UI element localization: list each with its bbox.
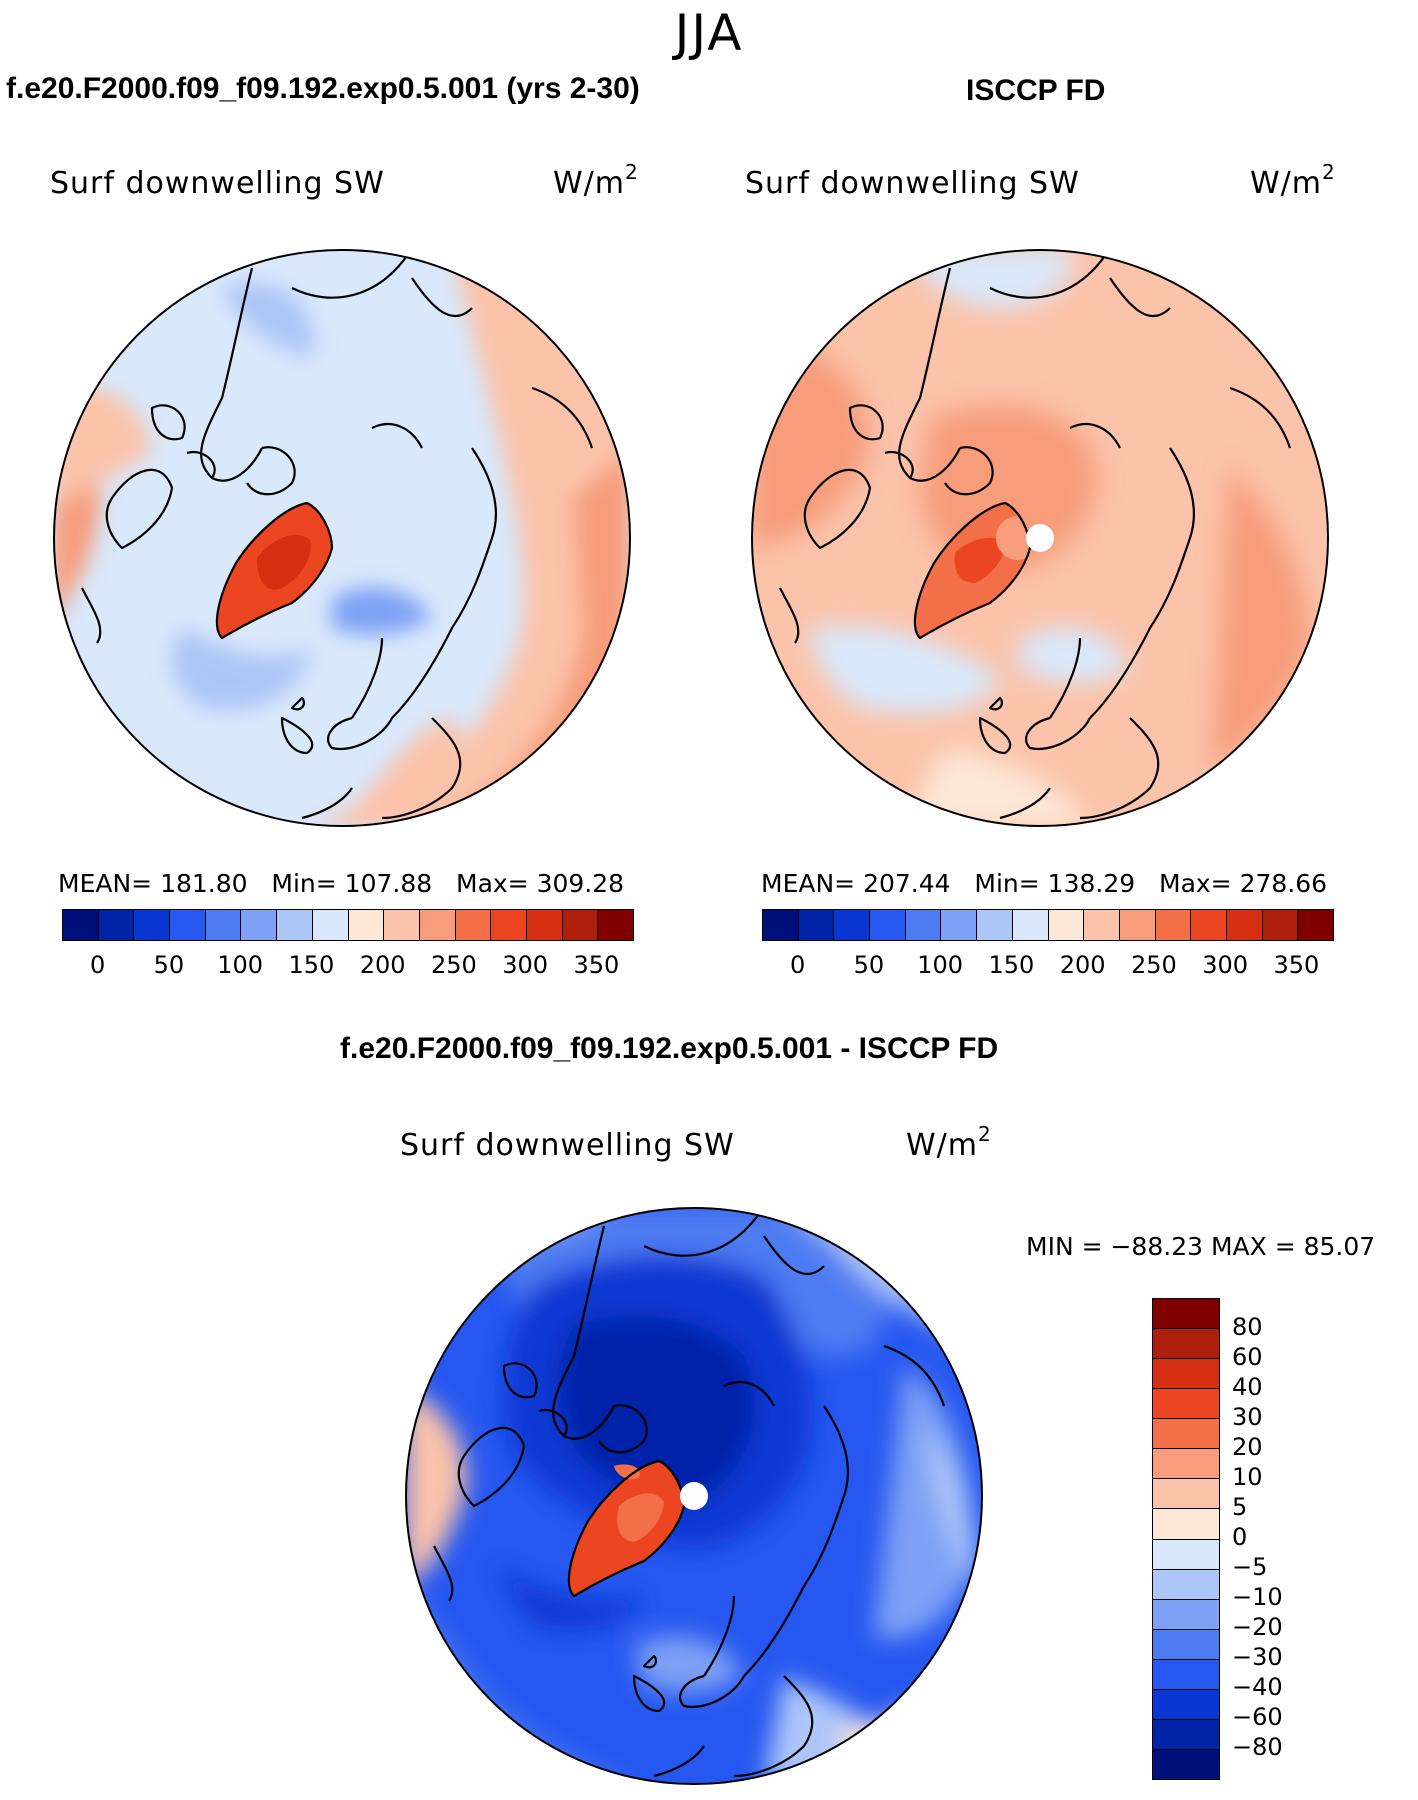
colorbar-swatch: [1153, 1509, 1219, 1540]
colorbar-swatch: [562, 910, 599, 940]
colorbar-swatch: [1153, 1719, 1219, 1750]
colorbar-swatch: [384, 910, 420, 940]
colorbar-swatch: [1153, 1689, 1219, 1720]
colorbar-tick-label: 150: [988, 951, 1035, 979]
obs-panel-title: ISCCP FD: [966, 74, 1106, 107]
colorbar-swatch: [1153, 1569, 1219, 1600]
diff-variable-label: Surf downwelling SW: [400, 1128, 735, 1163]
obs-stats: MEAN= 207.44 Min= 138.29 Max= 278.66: [761, 869, 1328, 898]
colorbar-swatch: [1226, 910, 1263, 940]
colorbar-swatch: [419, 910, 456, 940]
colorbar-swatch: [1155, 910, 1192, 940]
colorbar-swatch: [277, 910, 313, 940]
colorbar-tick-label: 10: [1232, 1463, 1263, 1491]
colorbar-tick-label: 50: [153, 951, 185, 979]
colorbar-tick-label: 0: [89, 951, 106, 979]
colorbar-swatch: [1153, 1599, 1219, 1630]
colorbar-tick-label: 300: [502, 951, 549, 979]
colorbar-swatch: [1153, 1329, 1219, 1360]
obs-colorbar: [762, 909, 1334, 941]
colorbar-swatch: [170, 910, 206, 940]
diff-polar-map: [405, 1207, 983, 1785]
colorbar-tick-label: 350: [573, 951, 620, 979]
colorbar-tick-label: 100: [217, 951, 264, 979]
colorbar-swatch: [1153, 1449, 1219, 1480]
colorbar-tick-label: 50: [853, 951, 885, 979]
colorbar-tick-label: −60: [1232, 1703, 1283, 1731]
colorbar-tick-label: 250: [1130, 951, 1177, 979]
diff-panel-title: f.e20.F2000.f09_f09.192.exp0.5.001 - ISC…: [340, 1032, 999, 1065]
colorbar-swatch: [977, 910, 1013, 940]
colorbar-tick-label: 80: [1232, 1313, 1263, 1341]
colorbar-tick-label: 250: [430, 951, 477, 979]
colorbar-swatch: [526, 910, 563, 940]
colorbar-swatch: [1153, 1749, 1219, 1779]
colorbar-swatch: [1298, 910, 1333, 940]
colorbar-swatch: [1153, 1359, 1219, 1390]
model-polar-map: [53, 249, 631, 827]
colorbar-swatch: [134, 910, 171, 940]
colorbar-swatch: [1262, 910, 1299, 940]
season-title: JJA: [674, 4, 744, 62]
colorbar-swatch: [798, 910, 835, 940]
colorbar-swatch: [1153, 1629, 1219, 1660]
colorbar-tick-label: 40: [1232, 1373, 1263, 1401]
colorbar-swatch: [1153, 1659, 1219, 1690]
colorbar-swatch: [348, 910, 385, 940]
model-panel-title: f.e20.F2000.f09_f09.192.exp0.5.001 (yrs …: [6, 72, 640, 105]
colorbar-tick-label: 200: [359, 951, 406, 979]
colorbar-tick-label: 300: [1202, 951, 1249, 979]
colorbar-tick-label: 200: [1059, 951, 1106, 979]
colorbar-tick-label: 0: [789, 951, 806, 979]
colorbar-swatch: [1191, 910, 1227, 940]
colorbar-tick-label: −10: [1232, 1583, 1283, 1611]
colorbar-tick-label: 150: [288, 951, 335, 979]
obs-variable-label: Surf downwelling SW: [745, 166, 1080, 201]
colorbar-tick-label: −30: [1232, 1643, 1283, 1671]
obs-units-label: W/m2: [1250, 160, 1336, 201]
colorbar-tick-label: −80: [1232, 1733, 1283, 1761]
colorbar-swatch: [598, 910, 633, 940]
colorbar-tick-label: 20: [1232, 1433, 1263, 1461]
colorbar-swatch: [241, 910, 278, 940]
colorbar-swatch: [205, 910, 242, 940]
colorbar-tick-label: −40: [1232, 1673, 1283, 1701]
model-units-label: W/m2: [553, 160, 639, 201]
colorbar-tick-label: −5: [1232, 1553, 1268, 1581]
colorbar-swatch: [1119, 910, 1156, 940]
colorbar-swatch: [312, 910, 349, 940]
colorbar-tick-label: 60: [1232, 1343, 1263, 1371]
colorbar-swatch: [98, 910, 135, 940]
colorbar-swatch: [1153, 1539, 1219, 1570]
colorbar-swatch: [1153, 1299, 1219, 1330]
colorbar-swatch: [1153, 1419, 1219, 1450]
colorbar-tick-label: 350: [1273, 951, 1320, 979]
colorbar-swatch: [1084, 910, 1120, 940]
colorbar-tick-label: −20: [1232, 1613, 1283, 1641]
diff-colorbar: [1152, 1298, 1220, 1780]
colorbar-swatch: [455, 910, 492, 940]
model-colorbar: [62, 909, 634, 941]
colorbar-swatch: [941, 910, 978, 940]
colorbar-swatch: [905, 910, 942, 940]
model-variable-label: Surf downwelling SW: [50, 166, 385, 201]
colorbar-swatch: [870, 910, 906, 940]
colorbar-swatch: [763, 910, 799, 940]
diff-units-label: W/m2: [906, 1122, 992, 1163]
colorbar-tick-label: 30: [1232, 1403, 1263, 1431]
colorbar-swatch: [1012, 910, 1049, 940]
colorbar-swatch: [1048, 910, 1085, 940]
colorbar-tick-label: 5: [1232, 1493, 1248, 1521]
colorbar-swatch: [1153, 1479, 1219, 1510]
diff-minmax: MIN = −88.23 MAX = 85.07: [1026, 1232, 1376, 1261]
colorbar-swatch: [1153, 1389, 1219, 1420]
colorbar-swatch: [491, 910, 527, 940]
colorbar-swatch: [834, 910, 871, 940]
obs-polar-map: [751, 249, 1329, 827]
colorbar-swatch: [63, 910, 99, 940]
colorbar-tick-label: 0: [1232, 1523, 1248, 1551]
colorbar-tick-label: 100: [917, 951, 964, 979]
model-stats: MEAN= 181.80 Min= 107.88 Max= 309.28: [58, 869, 625, 898]
